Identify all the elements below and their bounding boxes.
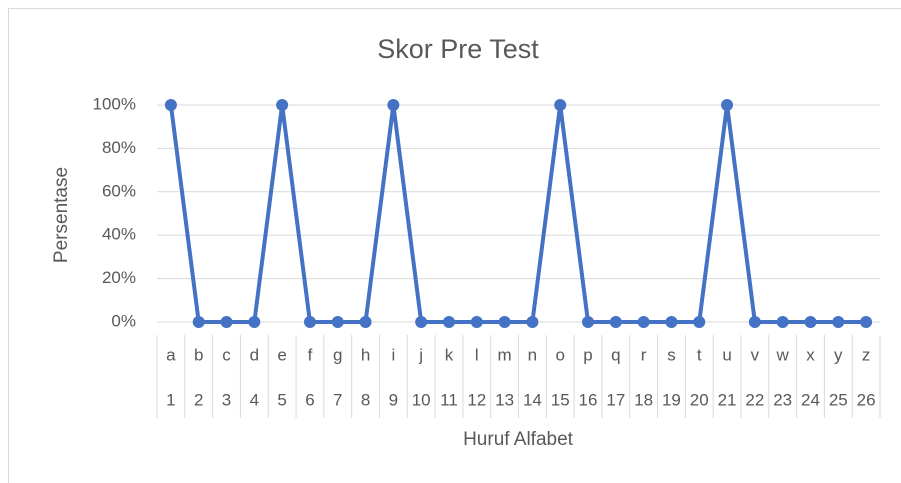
x-tick-label: l [475, 345, 479, 364]
x-tick-label: h [361, 345, 370, 364]
x-tick-label: d [250, 345, 259, 364]
point [276, 99, 289, 111]
chart-title: Skor Pre Test [377, 34, 539, 64]
x-tick-label: j [418, 345, 423, 364]
x-tick-label: k [445, 345, 454, 364]
point [415, 316, 428, 328]
x-tick-number: 11 [440, 390, 458, 409]
x-tick-label: u [722, 345, 731, 364]
x-tick-number: 12 [467, 390, 486, 409]
x-tick-label: q [611, 345, 620, 364]
series-line [168, 103, 867, 324]
x-tick-number: 13 [495, 390, 514, 409]
x-tick-number: 4 [250, 390, 259, 409]
x-tick-number: 7 [333, 390, 342, 409]
x-tick-label: e [277, 345, 286, 364]
point [582, 316, 595, 328]
point [387, 99, 400, 111]
y-tick-label: 100% [93, 94, 136, 113]
x-tick-label: s [667, 345, 676, 364]
point [526, 316, 539, 328]
x-tick-number: 23 [773, 390, 792, 409]
x-tick-label: v [751, 345, 760, 364]
y-tick-label: 20% [102, 268, 136, 287]
y-tick-label: 0% [111, 311, 136, 330]
x-tick-label: y [834, 345, 843, 364]
x-tick-number: 21 [718, 390, 737, 409]
x-tick-number: 15 [551, 390, 570, 409]
x-tick-label: c [222, 345, 231, 364]
point [693, 316, 706, 328]
x-tick-label: o [555, 345, 564, 364]
point [303, 316, 316, 328]
x-tick-number: 2 [194, 390, 203, 409]
point [248, 316, 261, 328]
y-tick-label: 40% [102, 225, 136, 244]
point [192, 316, 205, 328]
y-tick-label: 60% [102, 181, 136, 200]
x-tick-label: t [697, 345, 702, 364]
point [776, 316, 789, 328]
chart-frame [8, 8, 901, 483]
x-tick-number: 6 [305, 390, 314, 409]
point [554, 99, 567, 111]
point [220, 316, 233, 328]
x-tick-label: r [641, 345, 647, 364]
point [470, 316, 483, 328]
point [637, 316, 650, 328]
point [359, 316, 372, 328]
point [860, 316, 873, 328]
x-tick-label: x [806, 345, 815, 364]
x-tick-label: m [498, 345, 512, 364]
x-tick-label: n [528, 345, 537, 364]
x-tick-number: 24 [801, 390, 820, 409]
x-axis-label: Huruf Alfabet [463, 429, 574, 450]
x-tick-number: 3 [222, 390, 231, 409]
y-tick-label: 80% [102, 138, 136, 157]
point [804, 316, 817, 328]
point [721, 99, 734, 111]
x-tick-number: 17 [606, 390, 625, 409]
x-tick-label: g [333, 345, 342, 364]
y-axis-label: Persentase [51, 167, 72, 263]
x-tick-label: z [862, 345, 871, 364]
point [498, 316, 511, 328]
x-tick-number: 14 [523, 390, 542, 409]
x-tick-label: f [308, 345, 313, 364]
x-tick-number: 9 [389, 390, 398, 409]
point [748, 316, 761, 328]
x-tick-label: p [583, 345, 592, 364]
x-tick-number: 26 [857, 390, 876, 409]
x-tick-label: w [776, 345, 790, 364]
point [609, 316, 622, 328]
x-tick-number: 8 [361, 390, 370, 409]
x-tick-number: 18 [634, 390, 653, 409]
x-tick-label: b [194, 345, 203, 364]
x-tick-number: 20 [690, 390, 709, 409]
point [331, 316, 344, 328]
point [665, 316, 678, 328]
x-tick-number: 10 [412, 390, 431, 409]
point [832, 316, 845, 328]
x-tick-number: 25 [829, 390, 848, 409]
x-tick-label: a [166, 345, 176, 364]
x-tick-number: 16 [579, 390, 598, 409]
x-tick-number: 22 [745, 390, 764, 409]
point [442, 316, 455, 328]
x-tick-number: 1 [166, 390, 175, 409]
x-tick-number: 5 [277, 390, 286, 409]
point [164, 99, 177, 111]
x-tick-number: 19 [662, 390, 681, 409]
x-tick-label: i [391, 345, 395, 364]
